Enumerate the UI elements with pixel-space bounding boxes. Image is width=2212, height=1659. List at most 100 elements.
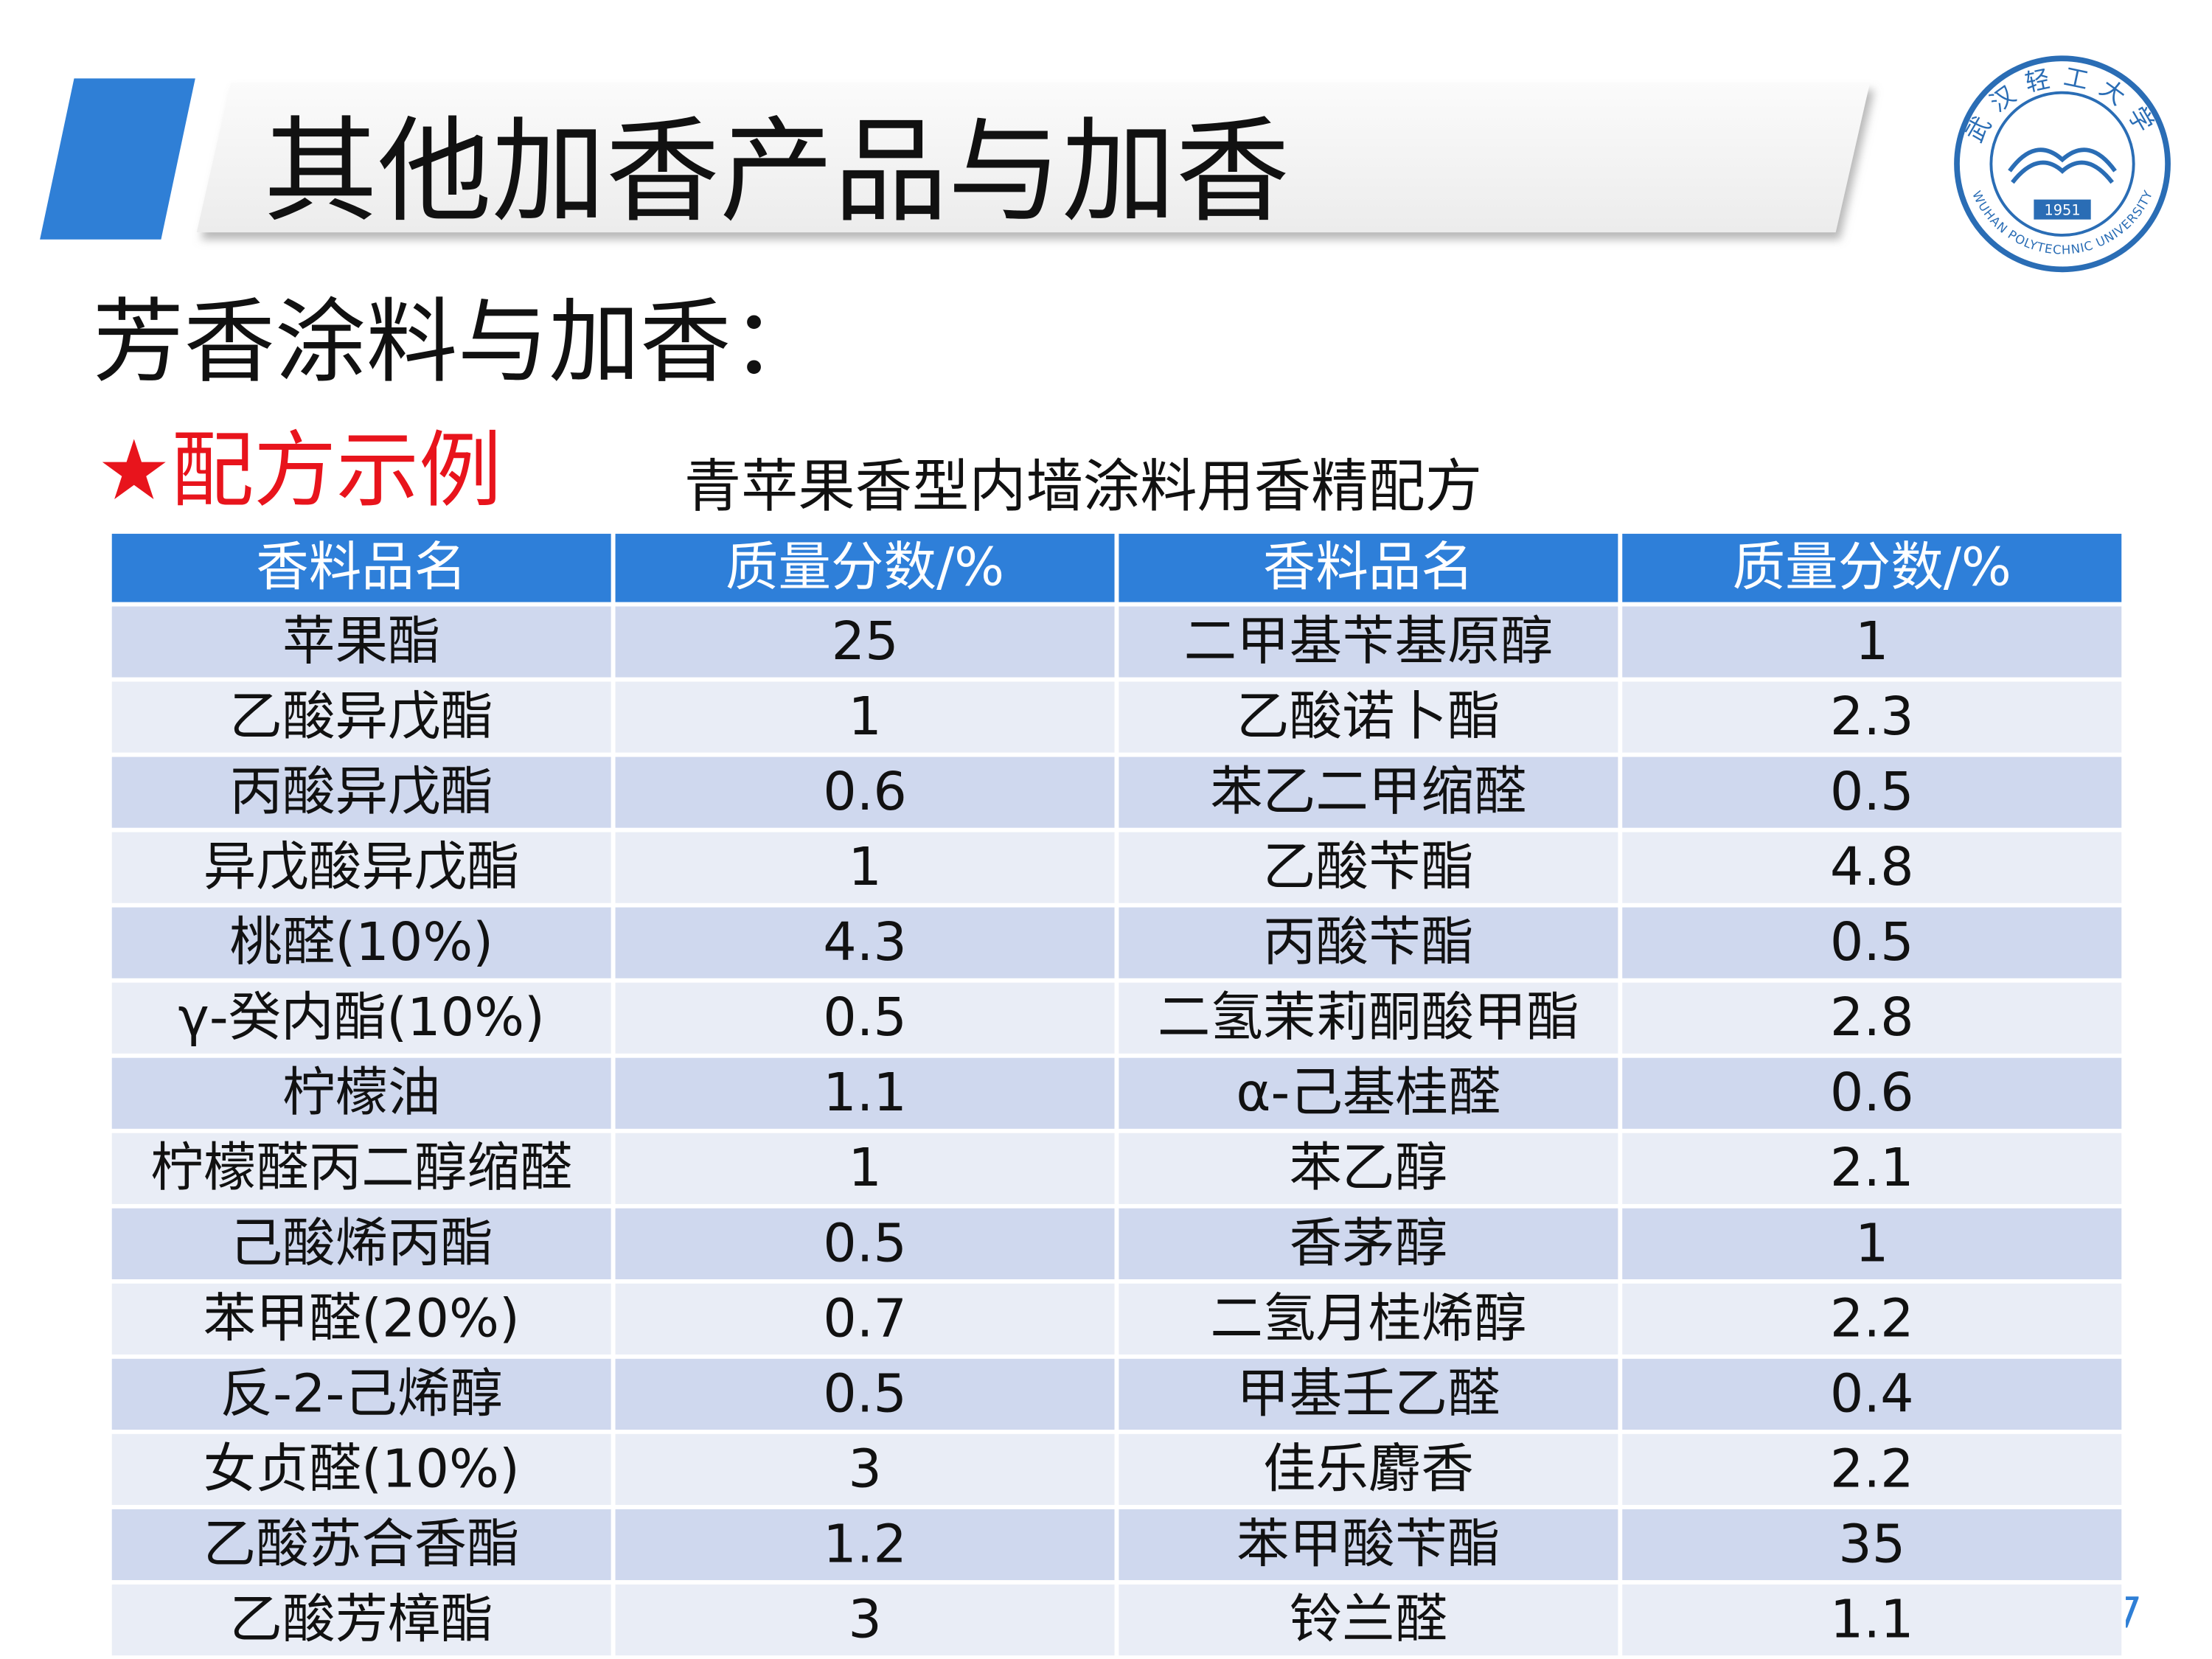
cell-text: 2.8	[1830, 987, 1914, 1048]
cell-text: 1.1	[1830, 1588, 1914, 1649]
table-cell	[611, 1053, 1119, 1133]
cell-text: 1	[848, 686, 882, 747]
table: 香料品名 质量分数/% 香料品名 质量分数/% 苹果酯 25 二甲基苄基原醇 1 乙酸异戊酯 1 乙…	[107, 529, 2126, 1659]
cell-text: 0.5	[823, 987, 907, 1048]
cell-text: 1	[848, 836, 882, 897]
table-cell	[611, 1354, 1119, 1434]
table-cell	[1114, 1053, 1623, 1133]
cell-text: 二甲基苄基原醇	[1184, 611, 1554, 672]
table-cell	[1618, 827, 2126, 908]
cell-text: 佳乐麝香	[1263, 1438, 1474, 1499]
cell-text: 0.5	[1830, 761, 1914, 822]
logo-ring	[1954, 55, 2171, 273]
cell-text: 1.2	[823, 1513, 907, 1574]
table-cell	[107, 1505, 616, 1585]
cell-text: 0.5	[823, 1363, 907, 1424]
cell-text: 1	[1855, 611, 1889, 672]
cell-text: 3	[848, 1438, 882, 1499]
cell-text: 乙酸诺卜酯	[1237, 686, 1500, 747]
cell-text: 桃醛(10%)	[229, 911, 493, 973]
title: 其他加香产品与加香	[264, 105, 1290, 238]
cell-text: 丙酸苄酯	[1263, 911, 1474, 973]
cell-text: 0.5	[1830, 911, 1914, 973]
cell-text: 25	[832, 611, 899, 672]
table-cell	[1618, 752, 2126, 832]
table-cell	[1114, 1203, 1623, 1284]
table-cell	[107, 978, 616, 1058]
cell-text: 2.2	[1830, 1438, 1914, 1499]
cell-text: 2.3	[1830, 686, 1914, 747]
header-cell	[611, 529, 1119, 607]
table-cell	[1618, 677, 2126, 757]
cell-text: 二氢月桂烯醇	[1210, 1287, 1526, 1349]
table-cell	[107, 752, 616, 832]
cell-text: 乙酸芳樟酯	[229, 1588, 493, 1649]
cell-text: 0.7	[823, 1287, 907, 1349]
header-cell	[1618, 529, 2126, 607]
section-heading: ★配方示例	[97, 423, 501, 519]
table-cell	[1618, 602, 2126, 682]
table-cell	[611, 752, 1119, 832]
cell-text: 2.2	[1830, 1287, 1914, 1349]
table-cell	[1618, 1430, 2126, 1509]
cell-text: 铃兰醛	[1290, 1588, 1448, 1649]
table-cell	[1618, 902, 2126, 983]
cell-text: 1	[1855, 1212, 1889, 1273]
table-cell	[107, 1053, 616, 1133]
cell-text: 反-2-己烯醇	[220, 1363, 503, 1424]
cell-text: 二氢茉莉酮酸甲酯	[1158, 987, 1579, 1048]
cell-text: 柠檬油	[282, 1062, 441, 1123]
cell-text: 苯甲醛(20%)	[204, 1287, 520, 1349]
table-cell	[107, 1430, 616, 1509]
header-text: 香料品名	[256, 537, 467, 598]
cell-text: 女贞醛(10%)	[204, 1438, 520, 1499]
cell-text: 0.5	[823, 1212, 907, 1273]
cell-text: 3	[848, 1588, 882, 1649]
cell-text: 柠檬醛丙二醇缩醛	[150, 1137, 572, 1198]
title-banner	[196, 83, 1871, 233]
table-cell	[611, 1580, 1119, 1659]
logo-inner	[1989, 91, 2135, 237]
cell-text: γ-癸内酯(10%)	[178, 987, 545, 1048]
cell-text: 己酸烯丙酯	[229, 1212, 493, 1273]
header-text: 质量分数/%	[726, 537, 1004, 598]
table-cell	[611, 1279, 1119, 1359]
cell-text: 0.6	[823, 761, 907, 822]
table-cell	[107, 1580, 616, 1659]
table-cell	[1618, 978, 2126, 1058]
table-cell	[1618, 1279, 2126, 1359]
cell-text: 苯乙醇	[1290, 1137, 1448, 1198]
cell-text: 乙酸苄酯	[1263, 836, 1474, 897]
logo-band	[2034, 199, 2091, 220]
cell-text: 乙酸苏合香酯	[204, 1513, 520, 1574]
cell-text: 苹果酯	[282, 611, 441, 672]
logo-year: 1951	[2044, 202, 2080, 219]
cell-text: 4.3	[823, 911, 907, 973]
table-cell	[1114, 677, 1623, 757]
cell-text: 1	[848, 1137, 882, 1198]
table-cell	[1618, 1354, 2126, 1434]
table-cell	[1618, 1580, 2126, 1659]
cell-text: 苯乙二甲缩醛	[1210, 761, 1526, 822]
table-cell	[107, 1128, 616, 1208]
table-caption: 青苹果香型内墙涂料用香精配方	[684, 453, 1482, 520]
cell-text: 1.1	[823, 1062, 907, 1123]
cell-text: 异戊酸异戊酯	[204, 836, 520, 897]
cell-text: 0.6	[1830, 1062, 1914, 1123]
cell-text: 4.8	[1830, 836, 1914, 897]
cell-text: 乙酸异戊酯	[229, 686, 493, 747]
table-cell	[1618, 1203, 2126, 1284]
cell-text: 香茅醇	[1290, 1212, 1448, 1273]
cell-text: 0.4	[1830, 1363, 1914, 1424]
cell-text: 2.1	[1830, 1137, 1914, 1198]
logo-book	[2008, 147, 2117, 184]
table-cell	[611, 1128, 1119, 1208]
cell-text: 丙酸异戊酯	[229, 761, 493, 822]
cell-text: 甲基壬乙醛	[1237, 1363, 1500, 1424]
accent-bar	[40, 78, 195, 240]
table-cell	[1114, 1505, 1623, 1585]
subtitle: 芳香涂料与加香：	[93, 289, 823, 395]
table-cell	[1114, 978, 1623, 1058]
